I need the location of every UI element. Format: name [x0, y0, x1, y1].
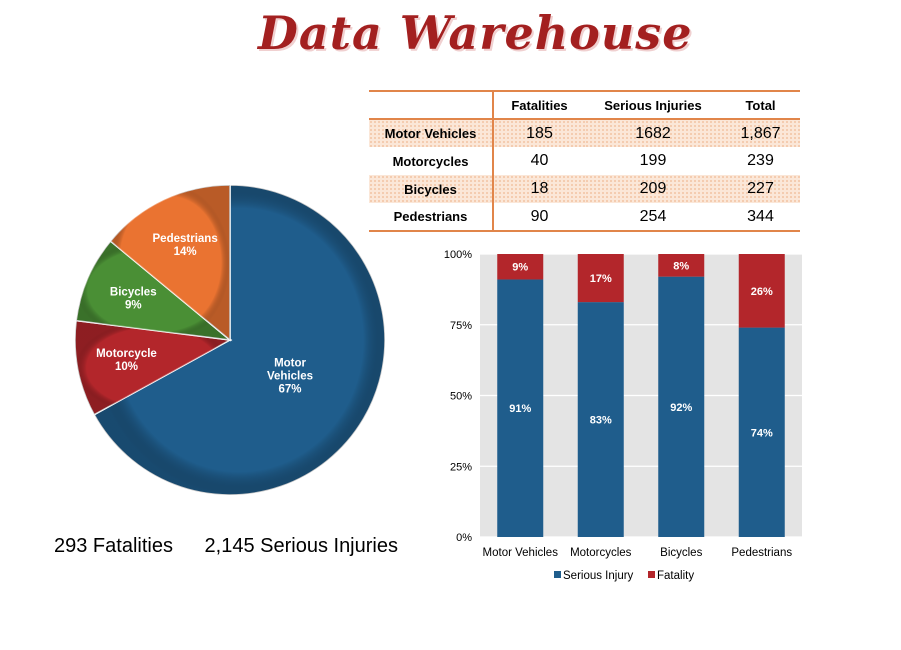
bar-label-fatality: 9% — [512, 262, 528, 274]
bar-label-fatality: 8% — [673, 260, 689, 272]
legend-label-fatality: Fatality — [657, 570, 694, 582]
bar-label-serious-injury: 92% — [670, 402, 692, 414]
table-cell-serious: 1682 — [585, 119, 721, 147]
table-row-label: Motorcycles — [369, 147, 494, 175]
pie-slice-shade — [76, 241, 230, 340]
table-row-label: Motor Vehicles — [369, 119, 494, 147]
table-cell-fatalities: 185 — [493, 119, 585, 147]
pie-label-bicycles: Bicycles 9% — [110, 287, 157, 312]
table-cell-fatalities: 18 — [493, 175, 585, 203]
y-tick-label: 100% — [444, 249, 472, 261]
legend-label-serious-injury: Serious Injury — [563, 570, 634, 582]
legend-swatch-fatality — [648, 571, 655, 578]
pie-slice-shade — [75, 320, 230, 415]
table-cell-total: 344 — [721, 203, 800, 232]
table-header-fatalities: Fatalities — [493, 90, 585, 120]
bar-fatality-motorcycles — [577, 254, 624, 303]
bar-fatality-bicycles — [658, 254, 705, 277]
pie-label-pedestrians: Pedestrians 14% — [153, 233, 218, 258]
table-cell-fatalities: 90 — [493, 203, 585, 232]
bar-label-serious-injury: 83% — [590, 415, 612, 427]
pie-slice-shade — [110, 185, 230, 340]
total-fatalities: 293 Fatalities — [54, 535, 173, 557]
page-title: Data Warehouse — [258, 6, 693, 60]
table-row: Motorcycles 40 199 239 — [369, 147, 800, 175]
table-header-corner — [369, 90, 494, 120]
bar-fatality-motor-vehicles — [497, 254, 544, 280]
x-tick-label: Bicycles — [660, 547, 702, 559]
table-cell-fatalities: 40 — [530, 152, 549, 169]
bar-serious-injury-bicycles — [658, 276, 705, 537]
table-row-label: Pedestrians — [369, 203, 494, 232]
table-row: Pedestrians 90 254 344 — [369, 203, 800, 232]
table-header-total: Total — [721, 90, 800, 120]
table-row: Motor Vehicles 185 1682 1,867 — [369, 119, 800, 147]
table-header-serious: Serious Injuries — [585, 90, 721, 120]
table-header-row: Fatalities Serious Injuries Total — [369, 90, 800, 120]
bar-serious-injury-motorcycles — [577, 302, 624, 537]
table-cell-total: 1,867 — [721, 119, 800, 147]
bar-label-fatality: 17% — [590, 273, 612, 285]
total-serious-injuries: 2,145 Serious Injuries — [204, 535, 398, 557]
table-cell-serious: 199 — [639, 152, 667, 169]
bar-serious-injury-motor-vehicles — [497, 279, 544, 537]
table-row-label: Bicycles — [369, 175, 494, 203]
stacked-bar-chart: 0% 25% 50% 75% 100% 91% 9% Motor Vehicles 83% 17%… — [444, 249, 802, 582]
table-cell-serious: 254 — [585, 203, 721, 232]
y-tick-label: 0% — [456, 532, 472, 544]
table-cell-total: 239 — [747, 152, 774, 169]
bar-label-fatality: 26% — [751, 286, 773, 298]
bar-fatality-pedestrians — [738, 254, 785, 328]
y-tick-label: 25% — [450, 461, 472, 473]
x-tick-label: Motorcycles — [570, 547, 632, 559]
y-tick-label: 75% — [450, 320, 472, 332]
y-tick-label: 50% — [450, 391, 472, 403]
table-row: Bicycles 18 209 227 — [369, 175, 800, 203]
pie-chart: Motor Vehicles 67% Motorcycle 10% Bicycles 9% P… — [74, 184, 386, 496]
legend-swatch-serious-injury — [554, 571, 561, 578]
bar-label-serious-injury: 74% — [751, 427, 773, 439]
data-table: Fatalities Serious Injuries Total Motor … — [369, 90, 800, 232]
x-tick-label: Motor Vehicles — [483, 547, 559, 559]
bar-label-serious-injury: 91% — [509, 403, 531, 415]
table-cell-total: 227 — [721, 175, 800, 203]
bar-serious-injury-pedestrians — [738, 327, 785, 537]
totals-summary: 293 Fatalities 2,145 Serious Injuries — [54, 535, 434, 561]
pie-slice-shade — [94, 185, 385, 496]
pie-label-motor-vehicles: Motor Vehicles 67% — [267, 358, 313, 396]
x-tick-label: Pedestrians — [731, 547, 792, 559]
table-cell-serious: 209 — [585, 175, 721, 203]
pie-label-motorcycle: Motorcycle 10% — [96, 348, 157, 373]
